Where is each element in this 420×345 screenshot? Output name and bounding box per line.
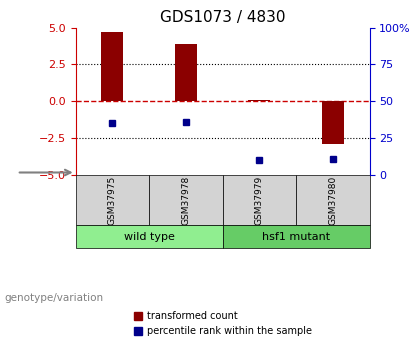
- Bar: [175, 44, 197, 101]
- Title: GDS1073 / 4830: GDS1073 / 4830: [160, 10, 285, 25]
- Text: genotype/variation: genotype/variation: [4, 294, 103, 303]
- FancyBboxPatch shape: [76, 175, 149, 225]
- Text: hsf1 mutant: hsf1 mutant: [262, 232, 330, 242]
- Bar: [101, 32, 123, 101]
- Text: GSM37975: GSM37975: [108, 175, 117, 225]
- Text: wild type: wild type: [123, 232, 175, 242]
- Bar: [322, 101, 344, 144]
- Bar: [248, 100, 270, 101]
- FancyBboxPatch shape: [149, 175, 223, 225]
- FancyBboxPatch shape: [223, 175, 296, 225]
- Text: GSM37979: GSM37979: [255, 175, 264, 225]
- FancyBboxPatch shape: [76, 225, 223, 248]
- Text: GSM37980: GSM37980: [328, 175, 337, 225]
- Text: GSM37978: GSM37978: [181, 175, 190, 225]
- FancyBboxPatch shape: [296, 175, 370, 225]
- Legend: transformed count, percentile rank within the sample: transformed count, percentile rank withi…: [129, 307, 316, 340]
- FancyBboxPatch shape: [223, 225, 370, 248]
